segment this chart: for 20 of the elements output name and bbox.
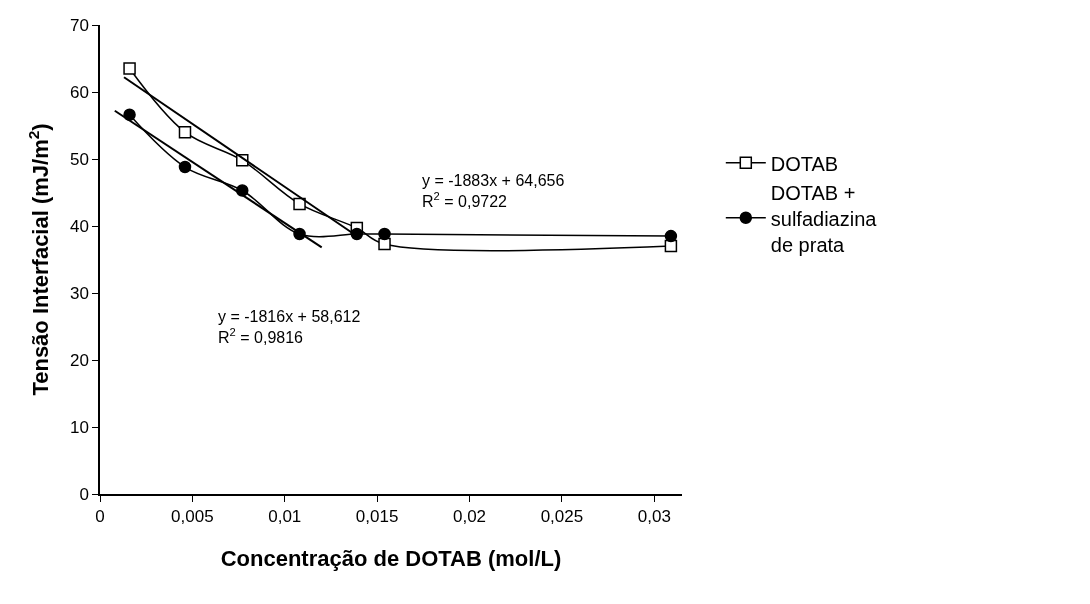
x-tick-label: 0,03 (637, 507, 671, 527)
x-axis-title: Concentração de DOTAB (mol/L) (220, 545, 562, 571)
y-tick-label: 30 (69, 283, 89, 303)
y-tick-label: 70 (69, 15, 89, 35)
x-tick-label: 0,02 (452, 507, 487, 527)
y-tick-label: 20 (69, 350, 89, 370)
x-tick-label: 0,015 (355, 507, 399, 527)
y-tick-label: 50 (69, 149, 89, 169)
x-tick-label: 0,025 (540, 507, 584, 527)
y-tick-label: 10 (69, 417, 89, 437)
legend-label: DOTAB + sulfadiazina de prata (770, 181, 878, 256)
x-tick-label: 0,005 (171, 507, 214, 527)
y-tick-label: 60 (69, 82, 89, 102)
annotation: y = -1816x + 58,612 R$^{2}$ = 0,9816 (218, 308, 361, 346)
legend-label: DOTAB (770, 152, 839, 175)
x-tick-label: 0,01 (268, 507, 302, 527)
x-tick-label: 0 (95, 507, 105, 527)
y-tick-label: 40 (69, 216, 89, 236)
annotation: y = -1883x + 64,656 R$^{2}$ = 0,9722 (422, 172, 565, 210)
y-tick-label: 0 (79, 484, 89, 504)
